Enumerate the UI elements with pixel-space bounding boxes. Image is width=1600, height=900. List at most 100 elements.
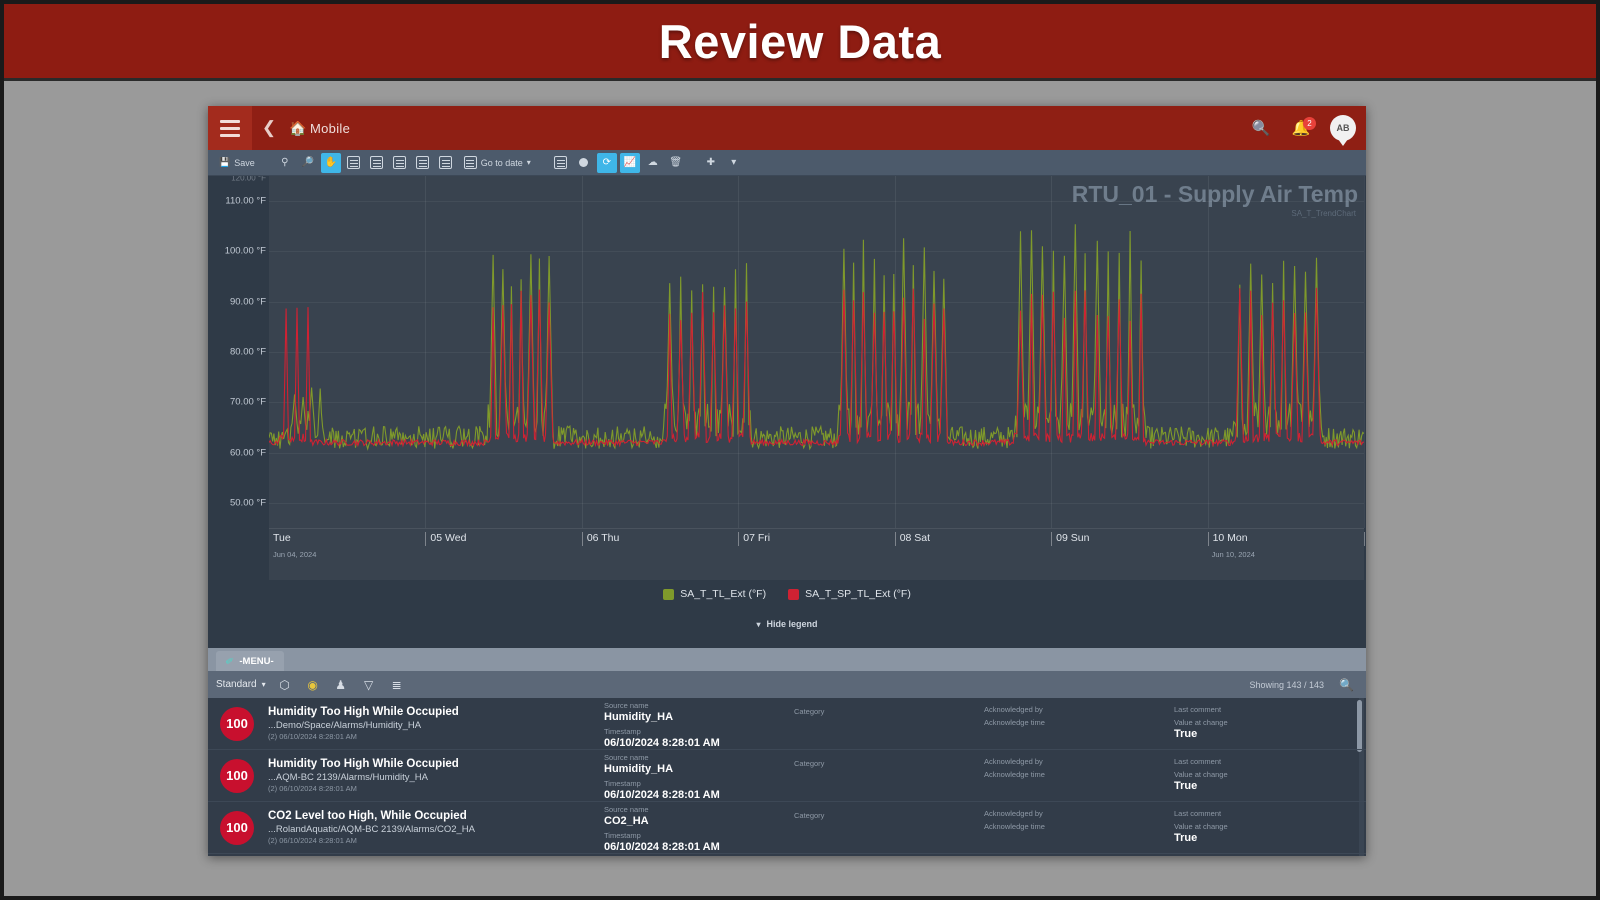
field-label: Last comment: [1174, 756, 1222, 766]
field-label: Acknowledged by: [984, 704, 1043, 714]
chevron-down-icon: ▾: [731, 157, 737, 168]
y-axis-tick-label: 50.00 °F: [229, 497, 266, 509]
alarm-ack-cell: Acknowledged by Acknowledge time: [984, 805, 1174, 851]
chevron-down-icon: ▾: [526, 158, 531, 167]
pan-button[interactable]: ✋: [320, 152, 341, 173]
zoom-out-icon: 🔎: [301, 157, 314, 168]
silence-bell-icon[interactable]: ◉: [307, 677, 318, 692]
chevron-left-icon[interactable]: ❮: [261, 118, 277, 137]
more-menu-button[interactable]: ▾: [724, 153, 744, 173]
field-label: Acknowledge time: [984, 717, 1045, 727]
cloud-export-icon: ☁: [647, 157, 658, 168]
legend-color-swatch: [788, 588, 800, 600]
field-value: True: [1174, 727, 1198, 740]
x-gridline: [1364, 176, 1365, 528]
range-quarter-button[interactable]: [413, 153, 433, 173]
bell-icon[interactable]: 🔔 2: [1290, 117, 1316, 137]
alarm-table[interactable]: 100 Humidity Too High While Occupied ...De…: [208, 698, 1366, 856]
field-value: 06/10/2024 8:28:01 AM: [604, 788, 720, 801]
x-axis-tick-label: 06 Thu: [581, 532, 619, 546]
toolbar-divider: [689, 153, 698, 173]
table-row[interactable]: 100 Humidity Too High While Occupied ...De…: [208, 698, 1366, 750]
x-axis-tick-label: 11: [1364, 532, 1366, 546]
alarm-category-cell: Category: [794, 701, 984, 747]
live-chart-icon: 📈: [623, 157, 636, 168]
filter-icon[interactable]: ▽: [363, 677, 374, 692]
x-axis-tick-label: 10 Mon: [1207, 532, 1248, 546]
assign-user-icon[interactable]: ♟: [335, 677, 346, 692]
legend-label: SA_T_TL_Ext (°F): [680, 588, 767, 600]
table-row[interactable]: 100 Humidity Too High While Occupied ...AQ…: [208, 750, 1366, 802]
range-week-button[interactable]: [367, 153, 387, 173]
home-icon[interactable]: 🏠: [289, 119, 307, 136]
zoom-out-button[interactable]: 🔎: [298, 153, 318, 173]
field-value: 06/10/2024 8:28:01 AM: [604, 840, 720, 853]
table-row[interactable]: 100 CO2 Level too High, While Occupied...…: [208, 802, 1366, 854]
topbar-actions: 🔍 🔔 2 AB: [1250, 106, 1356, 150]
hamburger-icon[interactable]: [208, 106, 252, 150]
range-year-button[interactable]: [436, 153, 456, 173]
search-icon[interactable]: 🔍: [1339, 677, 1354, 692]
field-value: Humidity_HA: [604, 762, 674, 775]
alarm-value-cell: Last comment Value at change True: [1174, 753, 1364, 799]
zoom-select-button[interactable]: ⚲: [275, 153, 295, 173]
go-to-date-button[interactable]: Go to date ▾: [459, 153, 536, 173]
export-button[interactable]: ☁: [643, 153, 663, 173]
y-gridline: [269, 502, 1364, 504]
notification-badge: 2: [1303, 117, 1316, 130]
chart-subtitle: SA_T_TrendChart: [1291, 209, 1356, 218]
calendar-year-icon: [439, 156, 453, 169]
save-label: Save: [234, 157, 255, 168]
hide-legend-label: Hide legend: [766, 619, 818, 629]
range-day-button[interactable]: [344, 153, 364, 173]
field-label: Source name: [604, 700, 649, 710]
toolbar-divider: [539, 153, 548, 173]
trend-chart[interactable]: RTU_01 - Supply Air Temp SA_T_TrendChart…: [208, 176, 1366, 648]
table-view-button[interactable]: [551, 153, 571, 173]
alarm-message-cell: Humidity Too High While Occupied ...AQM-B…: [254, 758, 604, 793]
field-label: Category: [794, 810, 825, 820]
search-icon[interactable]: 🔍: [1251, 120, 1271, 137]
trend-series-layer: [269, 224, 1364, 451]
field-value: 06/10/2024 8:28:01 AM: [604, 736, 720, 749]
alarm-title: CO2 Level too High, While Occupied: [268, 810, 467, 822]
hide-legend-button[interactable]: ▾ Hide legend: [208, 619, 1366, 629]
refresh-button[interactable]: ⟳: [596, 152, 617, 173]
menu-tab[interactable]: ✏ -MENU-: [216, 651, 284, 671]
alarm-source-path: ...RolandAquatic/AQM-BC 2139/Alarms/CO2_…: [268, 824, 475, 835]
x-axis-tick-label: 05 Wed: [425, 532, 466, 546]
chevron-down-icon: ▾: [756, 619, 761, 629]
y-gridline: [269, 452, 1364, 454]
live-data-button[interactable]: 📈: [619, 152, 640, 173]
table-icon: [554, 156, 568, 169]
scrollbar-track[interactable]: [1357, 698, 1364, 856]
view-selector-label: Standard: [216, 679, 257, 690]
view-selector[interactable]: Standard ▾: [216, 679, 266, 690]
acknowledge-icon[interactable]: ⬡: [279, 677, 290, 692]
y-axis-tick-label: 80.00 °F: [229, 346, 266, 358]
legend-item[interactable]: SA_T_SP_TL_Ext (°F): [788, 588, 911, 600]
x-axis-tick-label: 09 Sun: [1051, 532, 1089, 546]
priority-badge: 100: [220, 706, 254, 741]
sort-icon[interactable]: ≣: [391, 677, 402, 692]
legend-item[interactable]: SA_T_TL_Ext (°F): [663, 588, 766, 600]
chevron-down-icon: ▾: [261, 680, 266, 689]
plot-background: [269, 176, 1364, 528]
delete-button[interactable]: 🗑: [666, 153, 686, 173]
avatar[interactable]: AB: [1330, 115, 1356, 141]
point-style-button[interactable]: [574, 153, 594, 173]
x-gridline: [738, 176, 740, 528]
x-gridline: [425, 176, 427, 528]
field-label: Source name: [604, 804, 649, 814]
field-label: Acknowledge time: [984, 769, 1045, 779]
save-button[interactable]: 💾 Save: [214, 153, 260, 173]
range-month-button[interactable]: [390, 153, 410, 173]
scrollbar-thumb[interactable]: [1357, 700, 1362, 752]
add-button[interactable]: ✚: [701, 153, 721, 173]
field-label: Value at change: [1174, 717, 1228, 727]
trash-icon: 🗑: [669, 157, 683, 168]
go-to-date-label: Go to date: [480, 157, 523, 168]
slide-header: Review Data: [4, 4, 1596, 81]
alarm-row-timestamp: (2) 06/10/2024 8:28:01 AM: [268, 732, 357, 741]
breadcrumb[interactable]: Mobile: [310, 120, 351, 136]
